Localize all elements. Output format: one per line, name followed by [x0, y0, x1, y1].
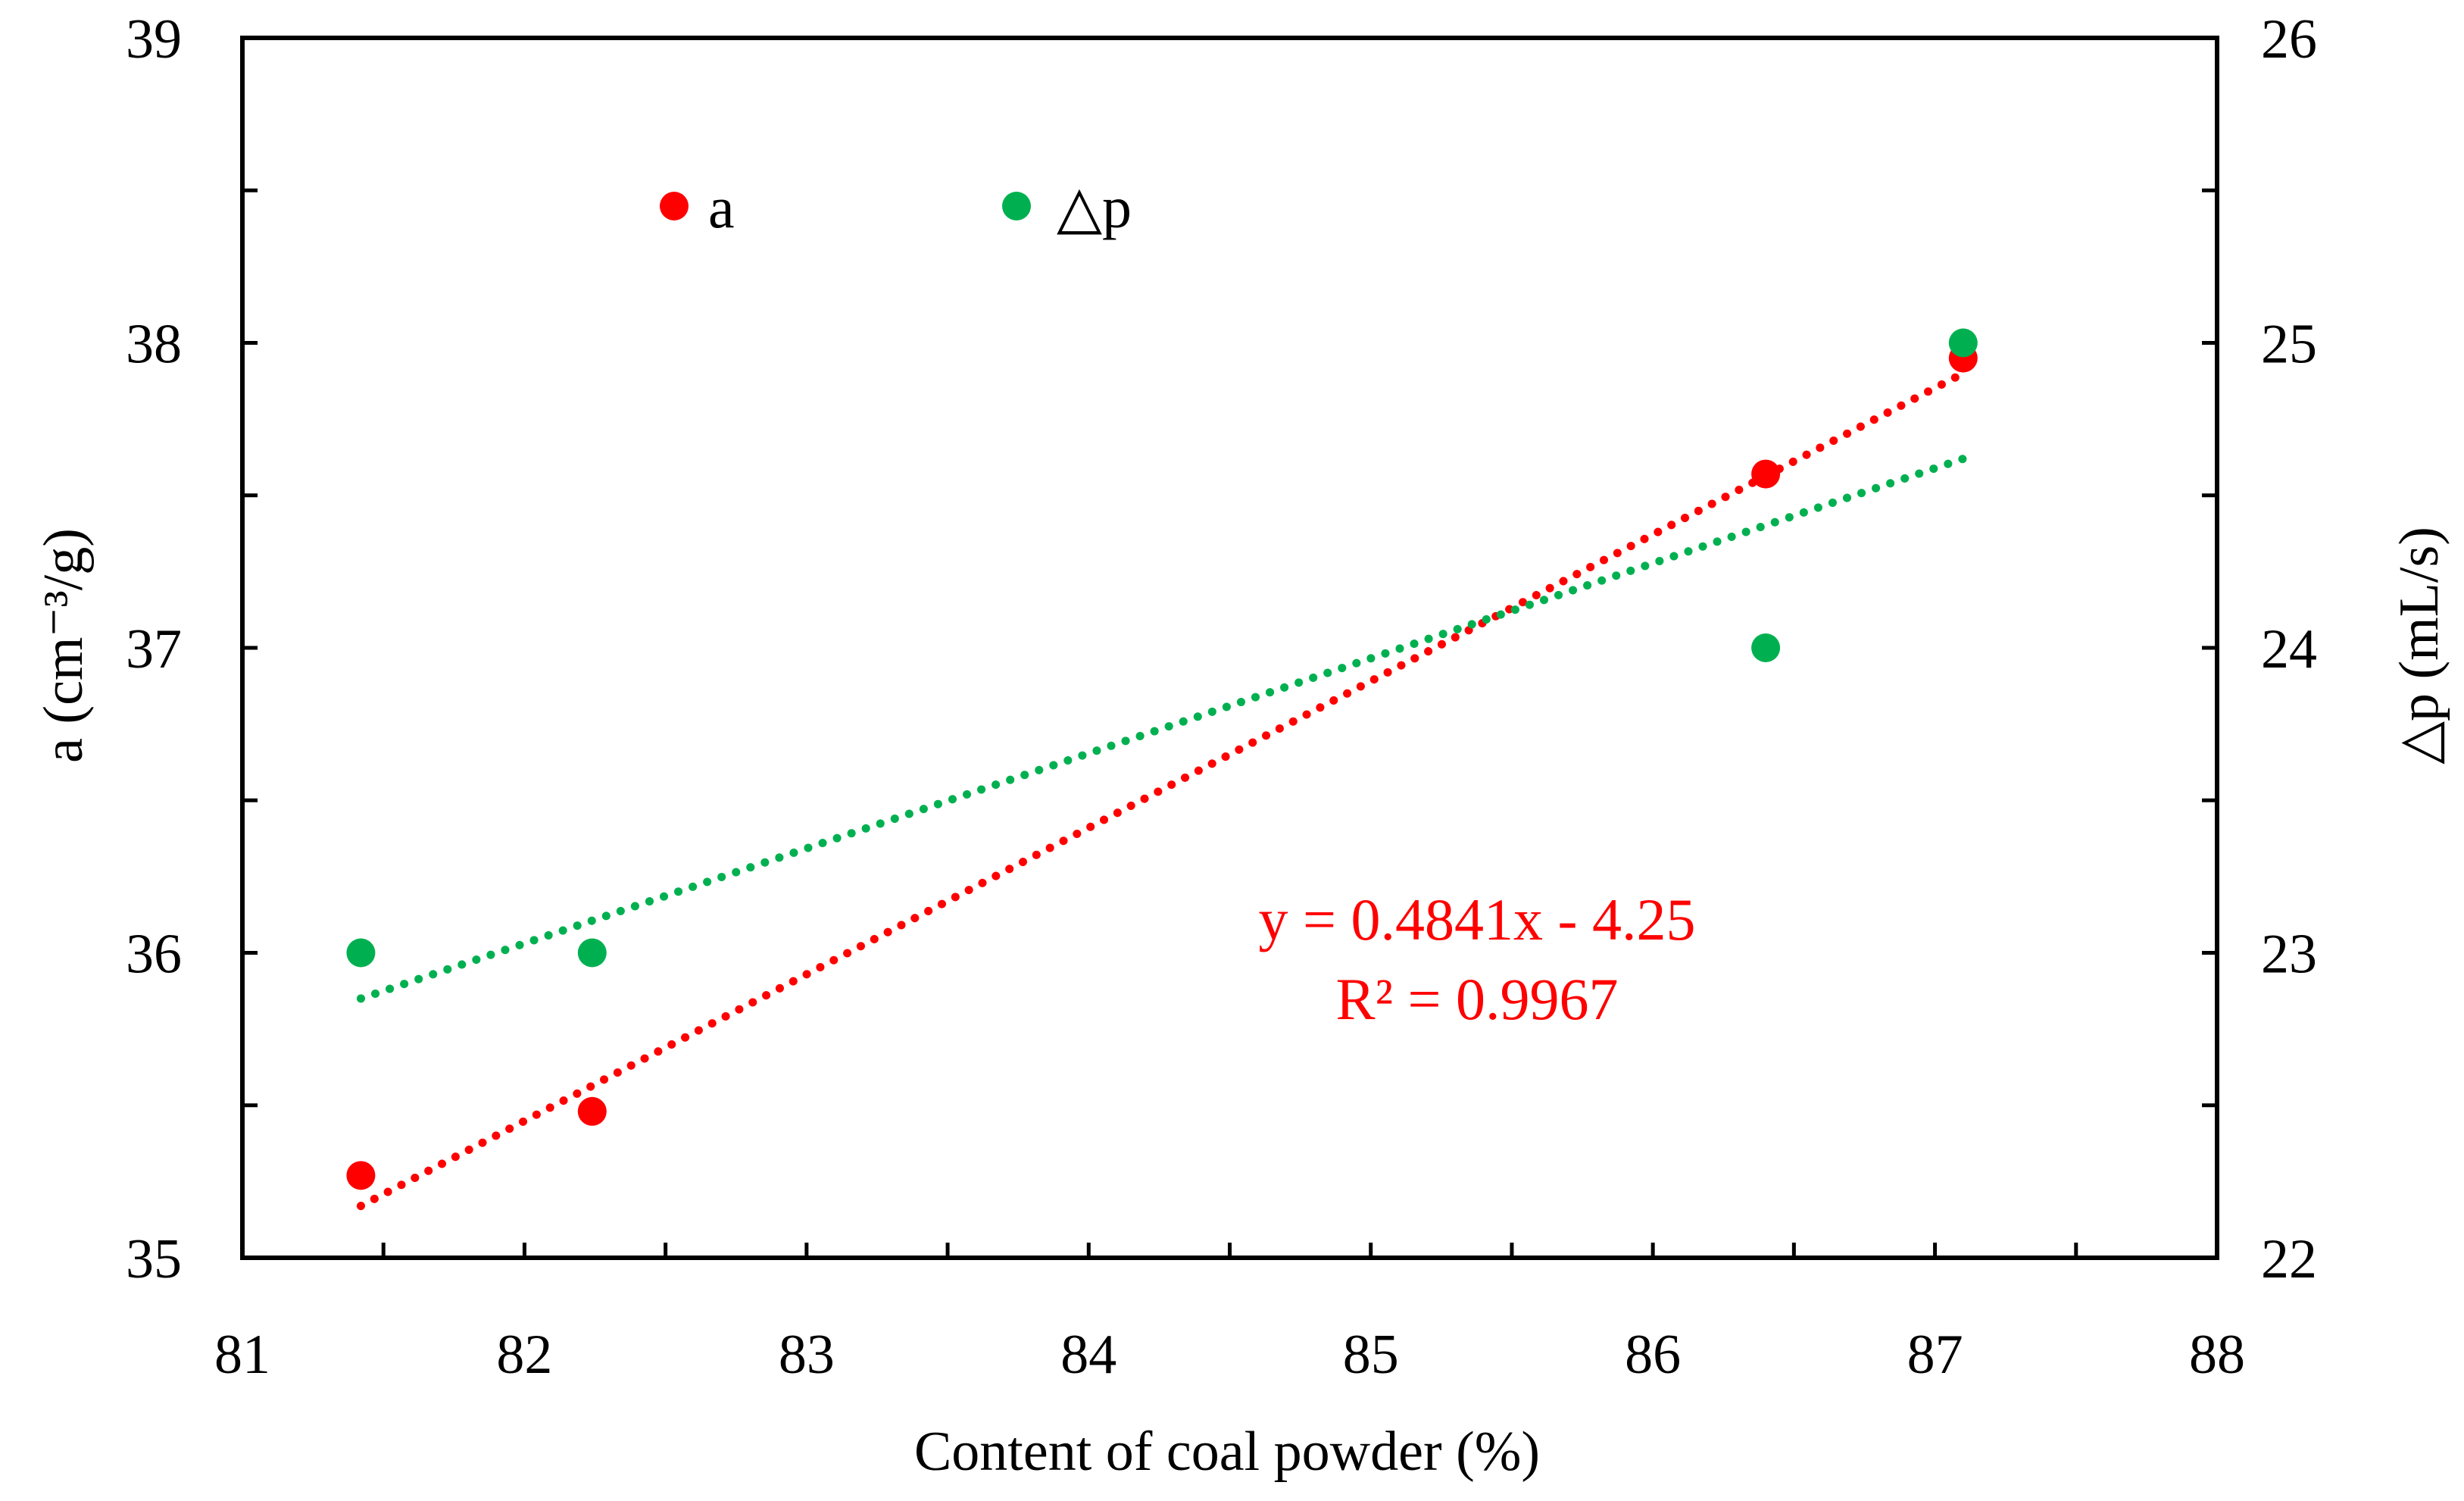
- legend-label-a: a: [708, 174, 735, 240]
- x-tick-label: 84: [1060, 1324, 1116, 1386]
- data-point-a: [346, 1161, 376, 1190]
- x-tick-label: 87: [1907, 1324, 1963, 1386]
- legend: a △p: [660, 174, 1132, 240]
- x-tick-labels: 81 82 83 84 85 86 87 88: [214, 1324, 2245, 1386]
- y-right-tick-label: 22: [2261, 1228, 2317, 1290]
- x-tick-label: 83: [779, 1324, 835, 1386]
- data-point-dp: [577, 938, 607, 968]
- data-point-dp: [1948, 328, 1978, 358]
- x-tick-label: 81: [214, 1324, 270, 1386]
- axis-ticks: [242, 188, 2217, 1258]
- y-left-tick-label: 39: [126, 8, 182, 70]
- r-squared-value: R² = 0.9967: [1336, 966, 1619, 1032]
- data-points: [346, 328, 1978, 1190]
- y-left-tick-label: 36: [126, 924, 182, 986]
- data-point-a: [577, 1096, 607, 1126]
- trendlines: [356, 369, 1968, 1211]
- trendline-a: [356, 369, 1968, 1211]
- x-tick-label: 86: [1625, 1324, 1681, 1386]
- x-tick-label: 85: [1343, 1324, 1399, 1386]
- y-left-axis-title: a (cm⁻³/g): [33, 528, 95, 763]
- y-right-tick-labels: 22 23 24 25 26: [2261, 8, 2317, 1290]
- y-left-tick-label: 35: [126, 1228, 182, 1290]
- y-right-tick-label: 25: [2261, 314, 2317, 376]
- y-right-tick-label: 26: [2261, 8, 2317, 70]
- y-right-tick-label: 23: [2261, 924, 2317, 986]
- legend-marker-a: [660, 192, 689, 220]
- data-point-dp: [346, 938, 376, 968]
- x-tick-label: 82: [496, 1324, 552, 1386]
- y-right-axis-title: △p (mL/s): [2388, 527, 2450, 765]
- y-left-tick-label: 37: [126, 618, 182, 680]
- y-right-tick-label: 24: [2261, 618, 2317, 680]
- regression-equation: y = 0.4841x - 4.25: [1259, 887, 1696, 952]
- data-point-a: [1751, 459, 1781, 489]
- y-left-tick-labels: 35 36 37 38 39: [126, 8, 182, 1290]
- legend-label-dp: △p: [1057, 174, 1132, 240]
- x-tick-label: 88: [2189, 1324, 2245, 1386]
- y-left-tick-label: 38: [126, 314, 182, 376]
- legend-marker-dp: [1002, 192, 1031, 220]
- x-axis-title: Content of coal powder (%): [914, 1421, 1540, 1483]
- data-point-dp: [1751, 633, 1781, 662]
